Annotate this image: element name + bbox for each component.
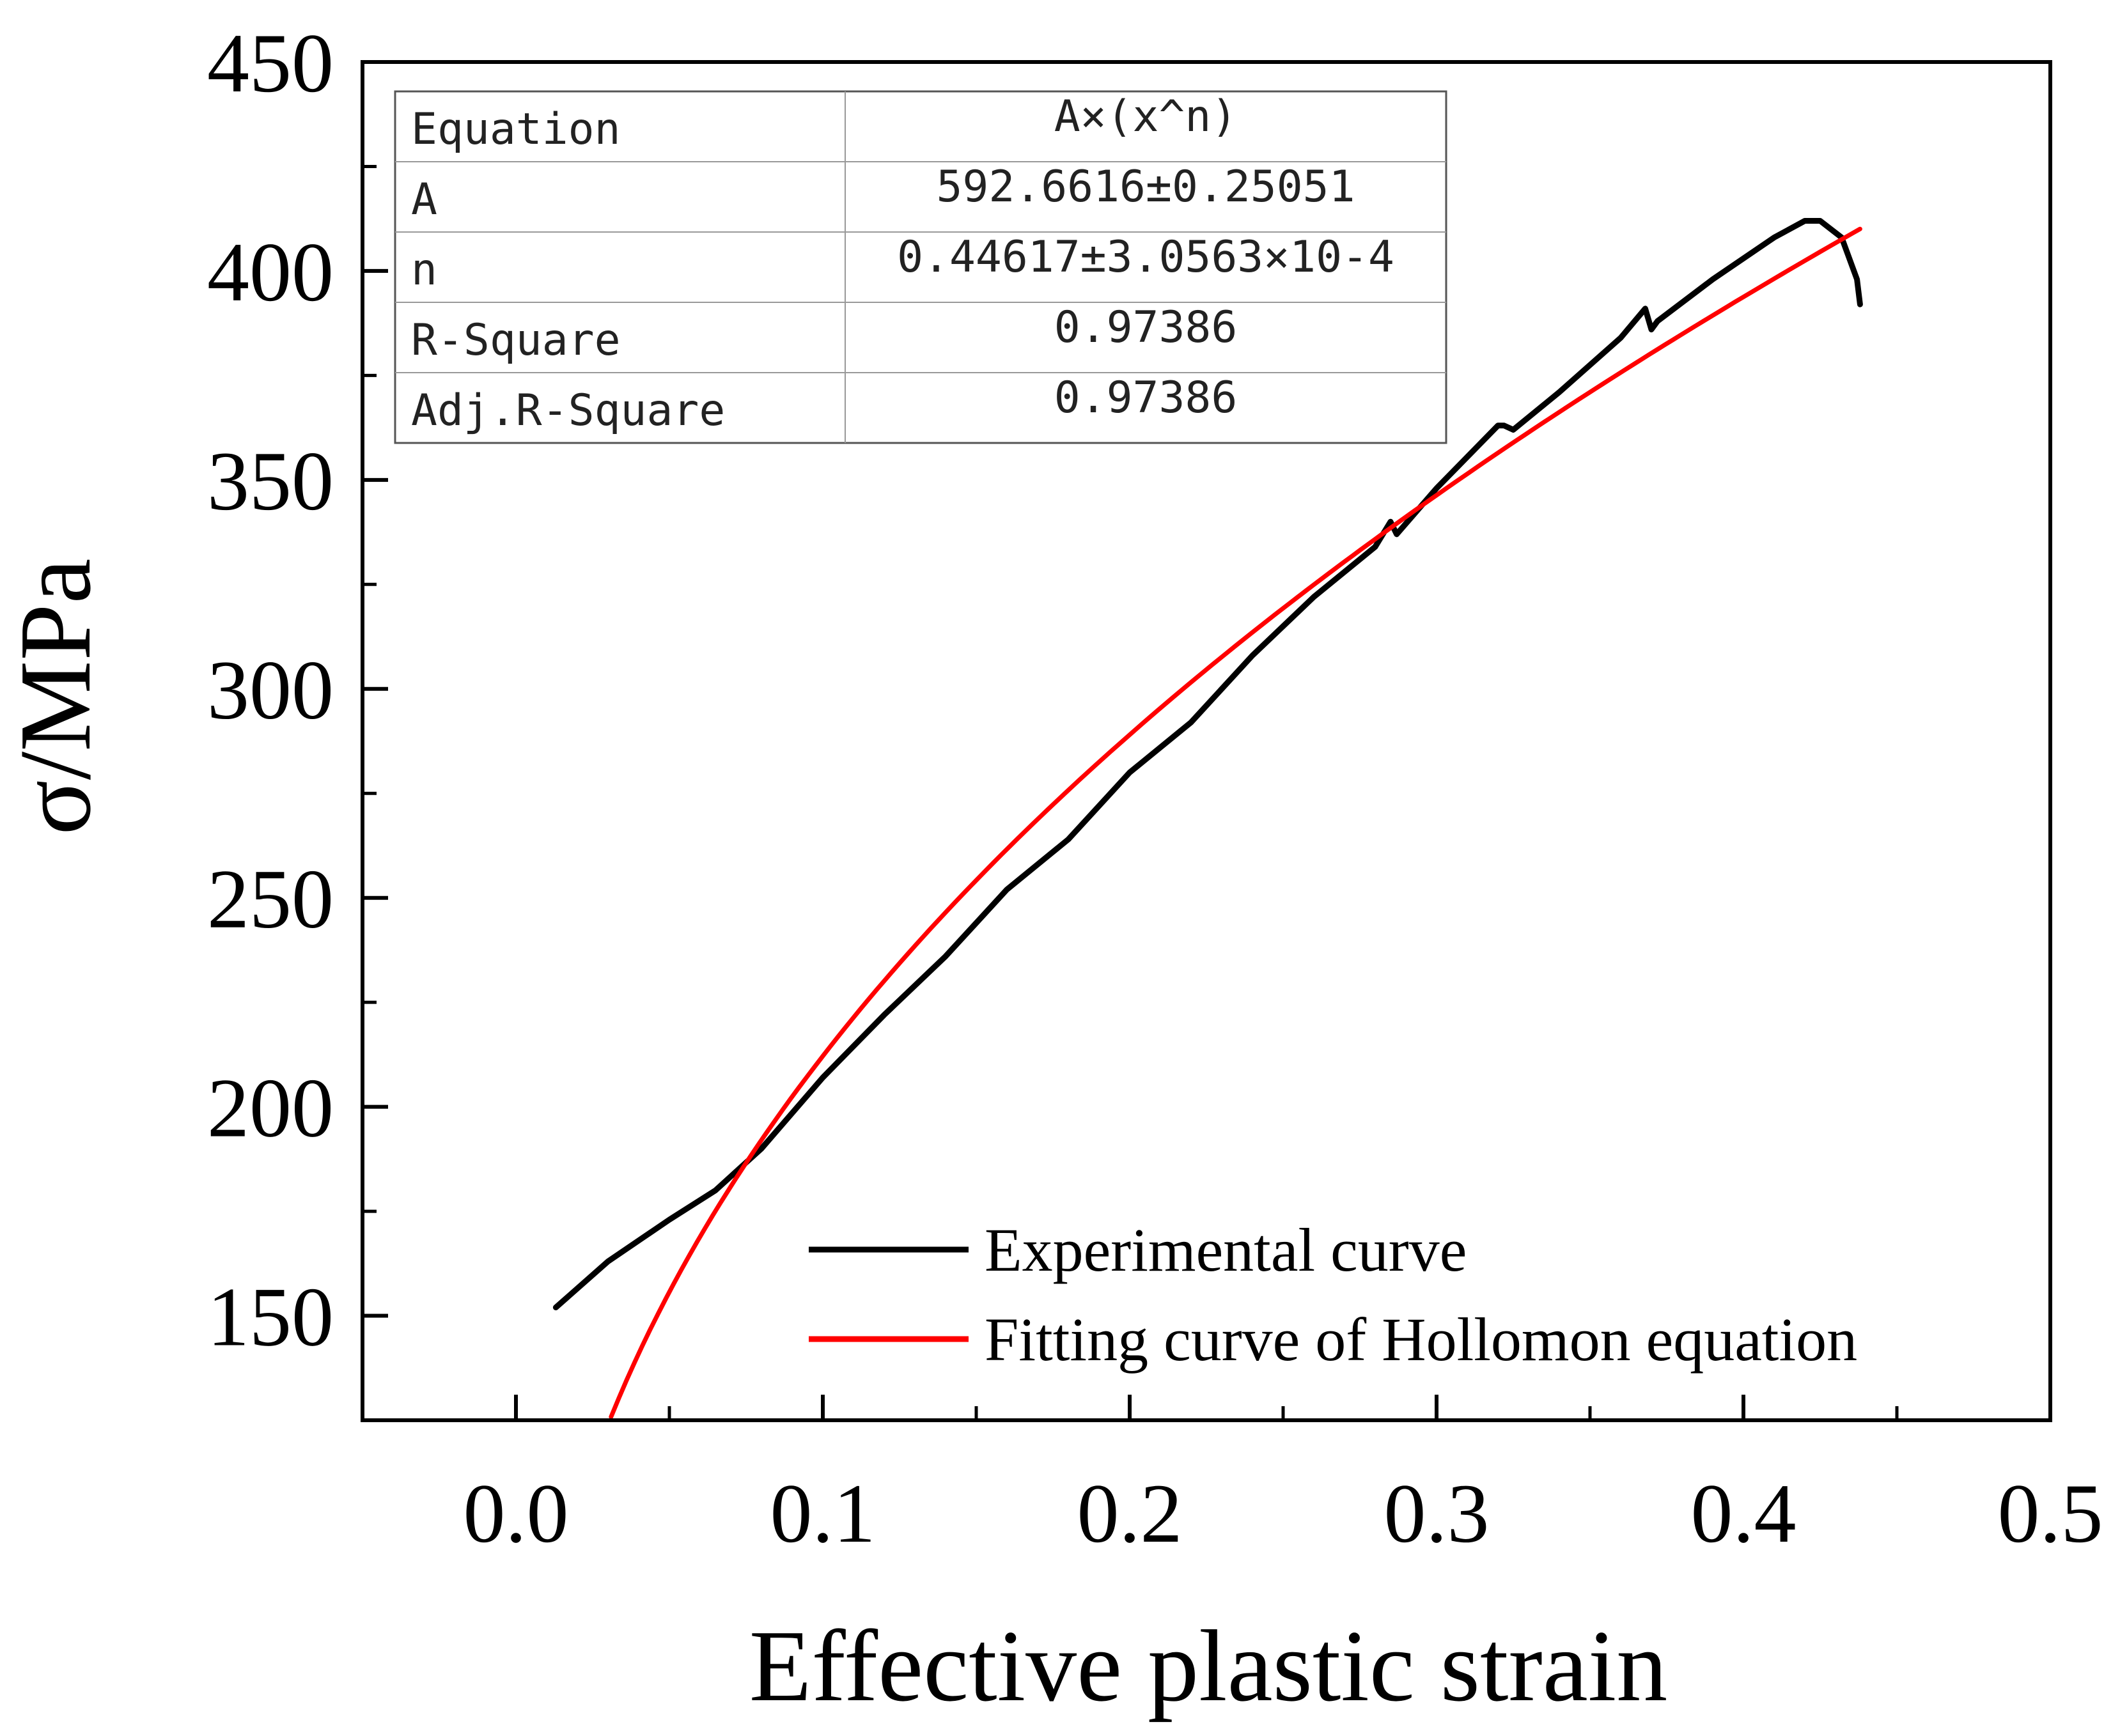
series-layer bbox=[552, 218, 1863, 1420]
fit-table-row: Adj.R-Square 0.97386 bbox=[411, 373, 1237, 436]
fit-table-value: A×(x^n) bbox=[1054, 91, 1238, 142]
x-tick-label: 0.1 bbox=[770, 1466, 876, 1560]
x-tick-label: 0.5 bbox=[1998, 1466, 2103, 1560]
fit-table-label: n bbox=[411, 245, 437, 295]
experimental-curve-line bbox=[552, 218, 1863, 1310]
fit-table-value: 592.6616±0.25051 bbox=[936, 162, 1355, 212]
legend: Experimental curve Fitting curve of Hollo… bbox=[809, 1216, 1857, 1374]
x-tick-label: 0.4 bbox=[1691, 1466, 1797, 1560]
x-tick-label: 0.3 bbox=[1384, 1466, 1490, 1560]
plot-frame bbox=[361, 60, 2052, 1422]
fit-curve-line bbox=[609, 226, 1862, 1420]
legend-label: Fitting curve of Hollomon equation bbox=[985, 1305, 1857, 1374]
y-tick-label: 350 bbox=[207, 434, 334, 528]
fit-results-table: Equation A×(x^n) A 592.6616±0.25051 n 0.44617… bbox=[394, 90, 1447, 444]
fit-table-row: A 592.6616±0.25051 bbox=[411, 162, 1355, 225]
fit-table-value: 0.97386 bbox=[1054, 373, 1238, 423]
x-axis-ticks: 0.0 0.1 0.2 0.3 0.4 0.5 bbox=[464, 1395, 2103, 1560]
y-tick-label: 300 bbox=[207, 643, 334, 737]
y-tick-label: 250 bbox=[207, 852, 334, 946]
fit-table-row: n 0.44617±3.0563×10-4 bbox=[411, 232, 1394, 295]
x-tick-label: 0.2 bbox=[1077, 1466, 1183, 1560]
y-tick-label: 150 bbox=[207, 1270, 334, 1364]
fit-table-row: Equation A×(x^n) bbox=[411, 91, 1237, 155]
x-tick-label: 0.0 bbox=[464, 1466, 569, 1560]
fit-table-value: 0.44617±3.0563×10-4 bbox=[897, 232, 1394, 283]
fit-table-border bbox=[394, 90, 1447, 444]
fit-table-label: Adj.R-Square bbox=[411, 385, 725, 436]
fit-table-value: 0.97386 bbox=[1054, 302, 1238, 353]
y-axis-title: σ/MPa bbox=[0, 559, 112, 835]
y-tick-label: 400 bbox=[207, 225, 334, 319]
fit-table-label: A bbox=[411, 174, 437, 225]
x-axis-title: Effective plastic strain bbox=[749, 1609, 1667, 1723]
y-tick-label: 200 bbox=[207, 1061, 334, 1155]
y-tick-label: 450 bbox=[207, 16, 334, 110]
legend-item: Fitting curve of Hollomon equation bbox=[809, 1305, 1857, 1374]
legend-label: Experimental curve bbox=[985, 1216, 1467, 1284]
fit-table-row: R-Square 0.97386 bbox=[411, 302, 1237, 366]
legend-item: Experimental curve bbox=[809, 1216, 1467, 1284]
y-axis-ticks: 150 200 250 300 350 400 450 bbox=[207, 16, 388, 1364]
fit-table-label: R-Square bbox=[411, 315, 621, 366]
fit-table-label: Equation bbox=[411, 104, 621, 155]
